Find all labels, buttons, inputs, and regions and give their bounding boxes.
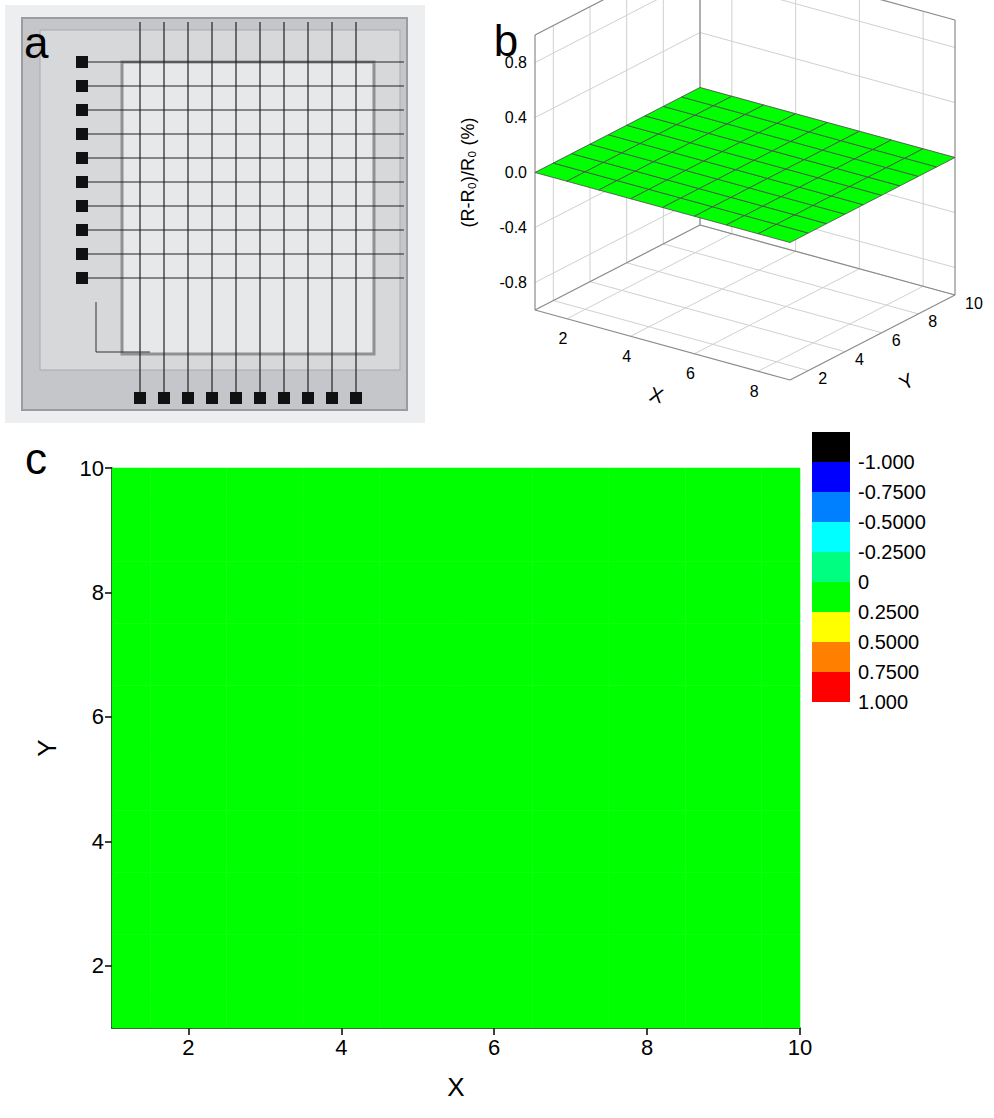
svg-text:-0.8: -0.8 xyxy=(499,274,527,291)
svg-text:6: 6 xyxy=(92,704,104,729)
svg-text:0.5000: 0.5000 xyxy=(858,631,919,653)
svg-text:10: 10 xyxy=(80,456,104,481)
svg-text:-1.000: -1.000 xyxy=(858,451,915,473)
svg-text:0.7500: 0.7500 xyxy=(858,661,919,683)
svg-text:-0.4: -0.4 xyxy=(499,219,527,236)
svg-text:4: 4 xyxy=(335,1035,347,1060)
svg-text:2: 2 xyxy=(558,330,567,347)
svg-text:-0.5000: -0.5000 xyxy=(858,511,926,533)
svg-text:1.000: 1.000 xyxy=(858,691,908,713)
svg-text:0: 0 xyxy=(858,571,869,593)
svg-text:8: 8 xyxy=(750,383,759,400)
svg-text:c: c xyxy=(25,434,47,483)
svg-text:4: 4 xyxy=(855,351,864,368)
svg-text:8: 8 xyxy=(928,313,937,330)
svg-text:Y: Y xyxy=(896,369,918,395)
svg-text:0.4: 0.4 xyxy=(505,109,527,126)
svg-text:-0.2500: -0.2500 xyxy=(858,541,926,563)
svg-text:2: 2 xyxy=(92,953,104,978)
svg-text:10: 10 xyxy=(788,1035,812,1060)
svg-text:4: 4 xyxy=(92,829,104,854)
svg-text:6: 6 xyxy=(892,332,901,349)
svg-text:8: 8 xyxy=(92,580,104,605)
svg-text:X: X xyxy=(447,1072,464,1102)
svg-text:Y: Y xyxy=(32,739,62,756)
svg-text:(R-R₀)/R₀ (%): (R-R₀)/R₀ (%) xyxy=(458,118,478,228)
svg-text:a: a xyxy=(24,18,49,67)
svg-text:6: 6 xyxy=(488,1035,500,1060)
svg-text:b: b xyxy=(494,16,518,65)
svg-text:4: 4 xyxy=(622,348,631,365)
svg-text:8: 8 xyxy=(641,1035,653,1060)
svg-text:2: 2 xyxy=(182,1035,194,1060)
svg-text:0.2500: 0.2500 xyxy=(858,601,919,623)
svg-text:0.0: 0.0 xyxy=(505,164,527,181)
svg-text:-0.7500: -0.7500 xyxy=(858,481,926,503)
svg-text:6: 6 xyxy=(686,365,695,382)
svg-text:2: 2 xyxy=(818,370,827,387)
svg-text:X: X xyxy=(647,383,666,408)
svg-text:10: 10 xyxy=(965,295,983,312)
